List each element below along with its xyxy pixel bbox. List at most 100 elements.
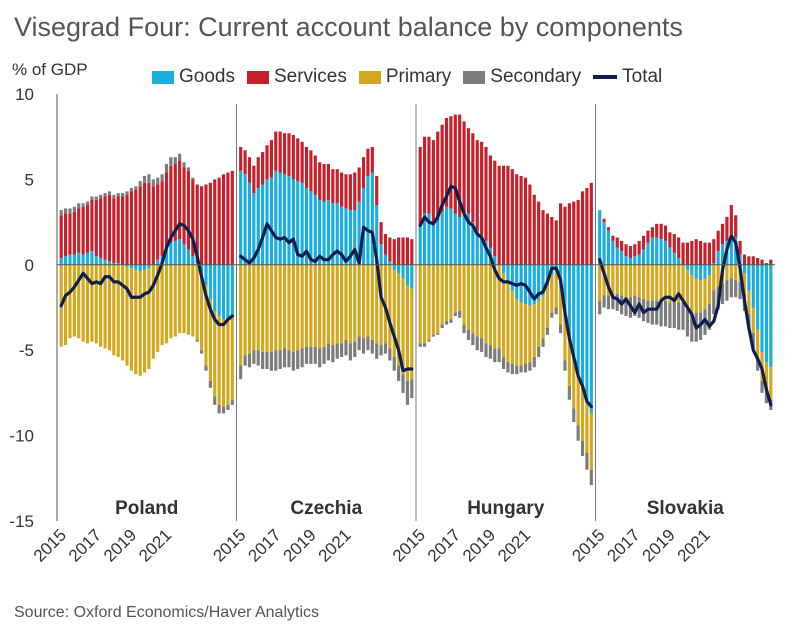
bar-secondary <box>685 309 690 337</box>
bar-goods <box>112 263 116 265</box>
bar-secondary <box>186 167 191 171</box>
bar-primary <box>217 316 221 405</box>
bar-services <box>274 131 278 171</box>
bar-secondary <box>366 336 370 351</box>
bar-primary <box>572 358 576 409</box>
bar-goods <box>107 261 112 265</box>
bar-services <box>624 244 628 257</box>
bar-services <box>554 220 558 265</box>
bar-goods <box>313 194 317 265</box>
bar-secondary <box>322 346 326 364</box>
bar-primary <box>116 264 120 358</box>
x-tick-label: 2017 <box>424 525 464 565</box>
bar-services <box>751 256 755 265</box>
bar-primary <box>191 264 195 337</box>
bar-goods <box>278 172 282 265</box>
bar-goods <box>699 264 703 281</box>
bar-services <box>169 165 173 243</box>
bar-secondary <box>72 206 76 212</box>
bar-secondary <box>550 312 554 318</box>
bar-primary <box>510 290 514 364</box>
bar-secondary <box>204 365 208 371</box>
bar-goods <box>226 264 230 320</box>
bar-services <box>318 162 322 200</box>
bar-primary <box>322 264 326 347</box>
bar-services <box>134 189 138 265</box>
bar-goods <box>173 240 177 265</box>
bar-goods <box>606 230 611 265</box>
bar-goods <box>650 237 654 265</box>
x-tick-label: 2019 <box>459 525 499 565</box>
bar-secondary <box>388 348 392 361</box>
bar-services <box>164 172 169 248</box>
bar-primary <box>103 264 107 349</box>
bar-services <box>602 218 606 223</box>
bar-goods <box>383 254 388 265</box>
bar-services <box>142 182 147 265</box>
bar-goods <box>182 244 186 265</box>
bar-secondary <box>690 312 694 342</box>
bar-primary <box>99 264 103 347</box>
bar-primary <box>453 264 457 313</box>
bar-primary <box>392 269 396 358</box>
bar-primary <box>287 264 291 351</box>
bar-services <box>344 174 348 209</box>
bar-goods <box>379 244 383 265</box>
bar-services <box>160 181 164 257</box>
bar-primary <box>628 264 632 298</box>
bar-services <box>383 234 388 255</box>
bar-secondary <box>121 193 125 197</box>
x-tick-label: 2021 <box>674 525 714 565</box>
bar-primary <box>480 264 484 339</box>
bar-goods <box>357 201 361 265</box>
bar-primary <box>559 285 563 325</box>
bar-services <box>576 199 580 265</box>
bar-primary <box>677 264 681 303</box>
bar-secondary <box>182 162 186 168</box>
bar-goods <box>90 251 94 265</box>
bar-services <box>720 223 725 245</box>
bar-secondary <box>379 345 383 356</box>
bar-goods <box>265 179 269 265</box>
bar-secondary <box>751 333 755 349</box>
bar-services <box>589 182 593 265</box>
x-tick-label: 2017 <box>65 525 105 565</box>
bar-primary <box>712 264 716 291</box>
bar-services <box>637 240 641 255</box>
bar-secondary <box>488 345 492 359</box>
bar-services <box>173 164 177 241</box>
bar-secondary <box>427 339 431 342</box>
bar-services <box>291 134 295 180</box>
bar-services <box>580 191 585 265</box>
bar-goods <box>208 264 212 299</box>
bar-services <box>309 150 313 192</box>
bar-primary <box>663 264 668 301</box>
bar-secondary <box>383 343 388 354</box>
bar-services <box>313 155 317 195</box>
bar-services <box>261 152 265 185</box>
bar-secondary <box>764 392 768 404</box>
bar-services <box>497 165 501 265</box>
bar-primary <box>309 264 313 347</box>
legend-swatch-services <box>246 70 269 84</box>
bar-services <box>650 227 654 238</box>
bar-secondary <box>559 324 563 334</box>
bar-goods <box>760 264 764 352</box>
bar-services <box>379 222 383 245</box>
bar-services <box>510 169 514 265</box>
bar-services <box>213 179 217 265</box>
bar-services <box>453 114 457 214</box>
bar-primary <box>431 264 435 335</box>
bar-goods <box>291 179 295 265</box>
bar-primary <box>440 264 444 325</box>
bar-services <box>716 230 720 252</box>
bar-primary <box>204 285 208 366</box>
bar-goods <box>392 264 396 270</box>
bar-services <box>335 169 339 204</box>
bar-services <box>436 131 440 221</box>
bar-services <box>121 196 125 265</box>
x-tick-label: 2017 <box>244 525 284 565</box>
bar-secondary <box>287 350 291 368</box>
bar-goods <box>484 240 488 265</box>
bar-goods <box>178 239 182 265</box>
